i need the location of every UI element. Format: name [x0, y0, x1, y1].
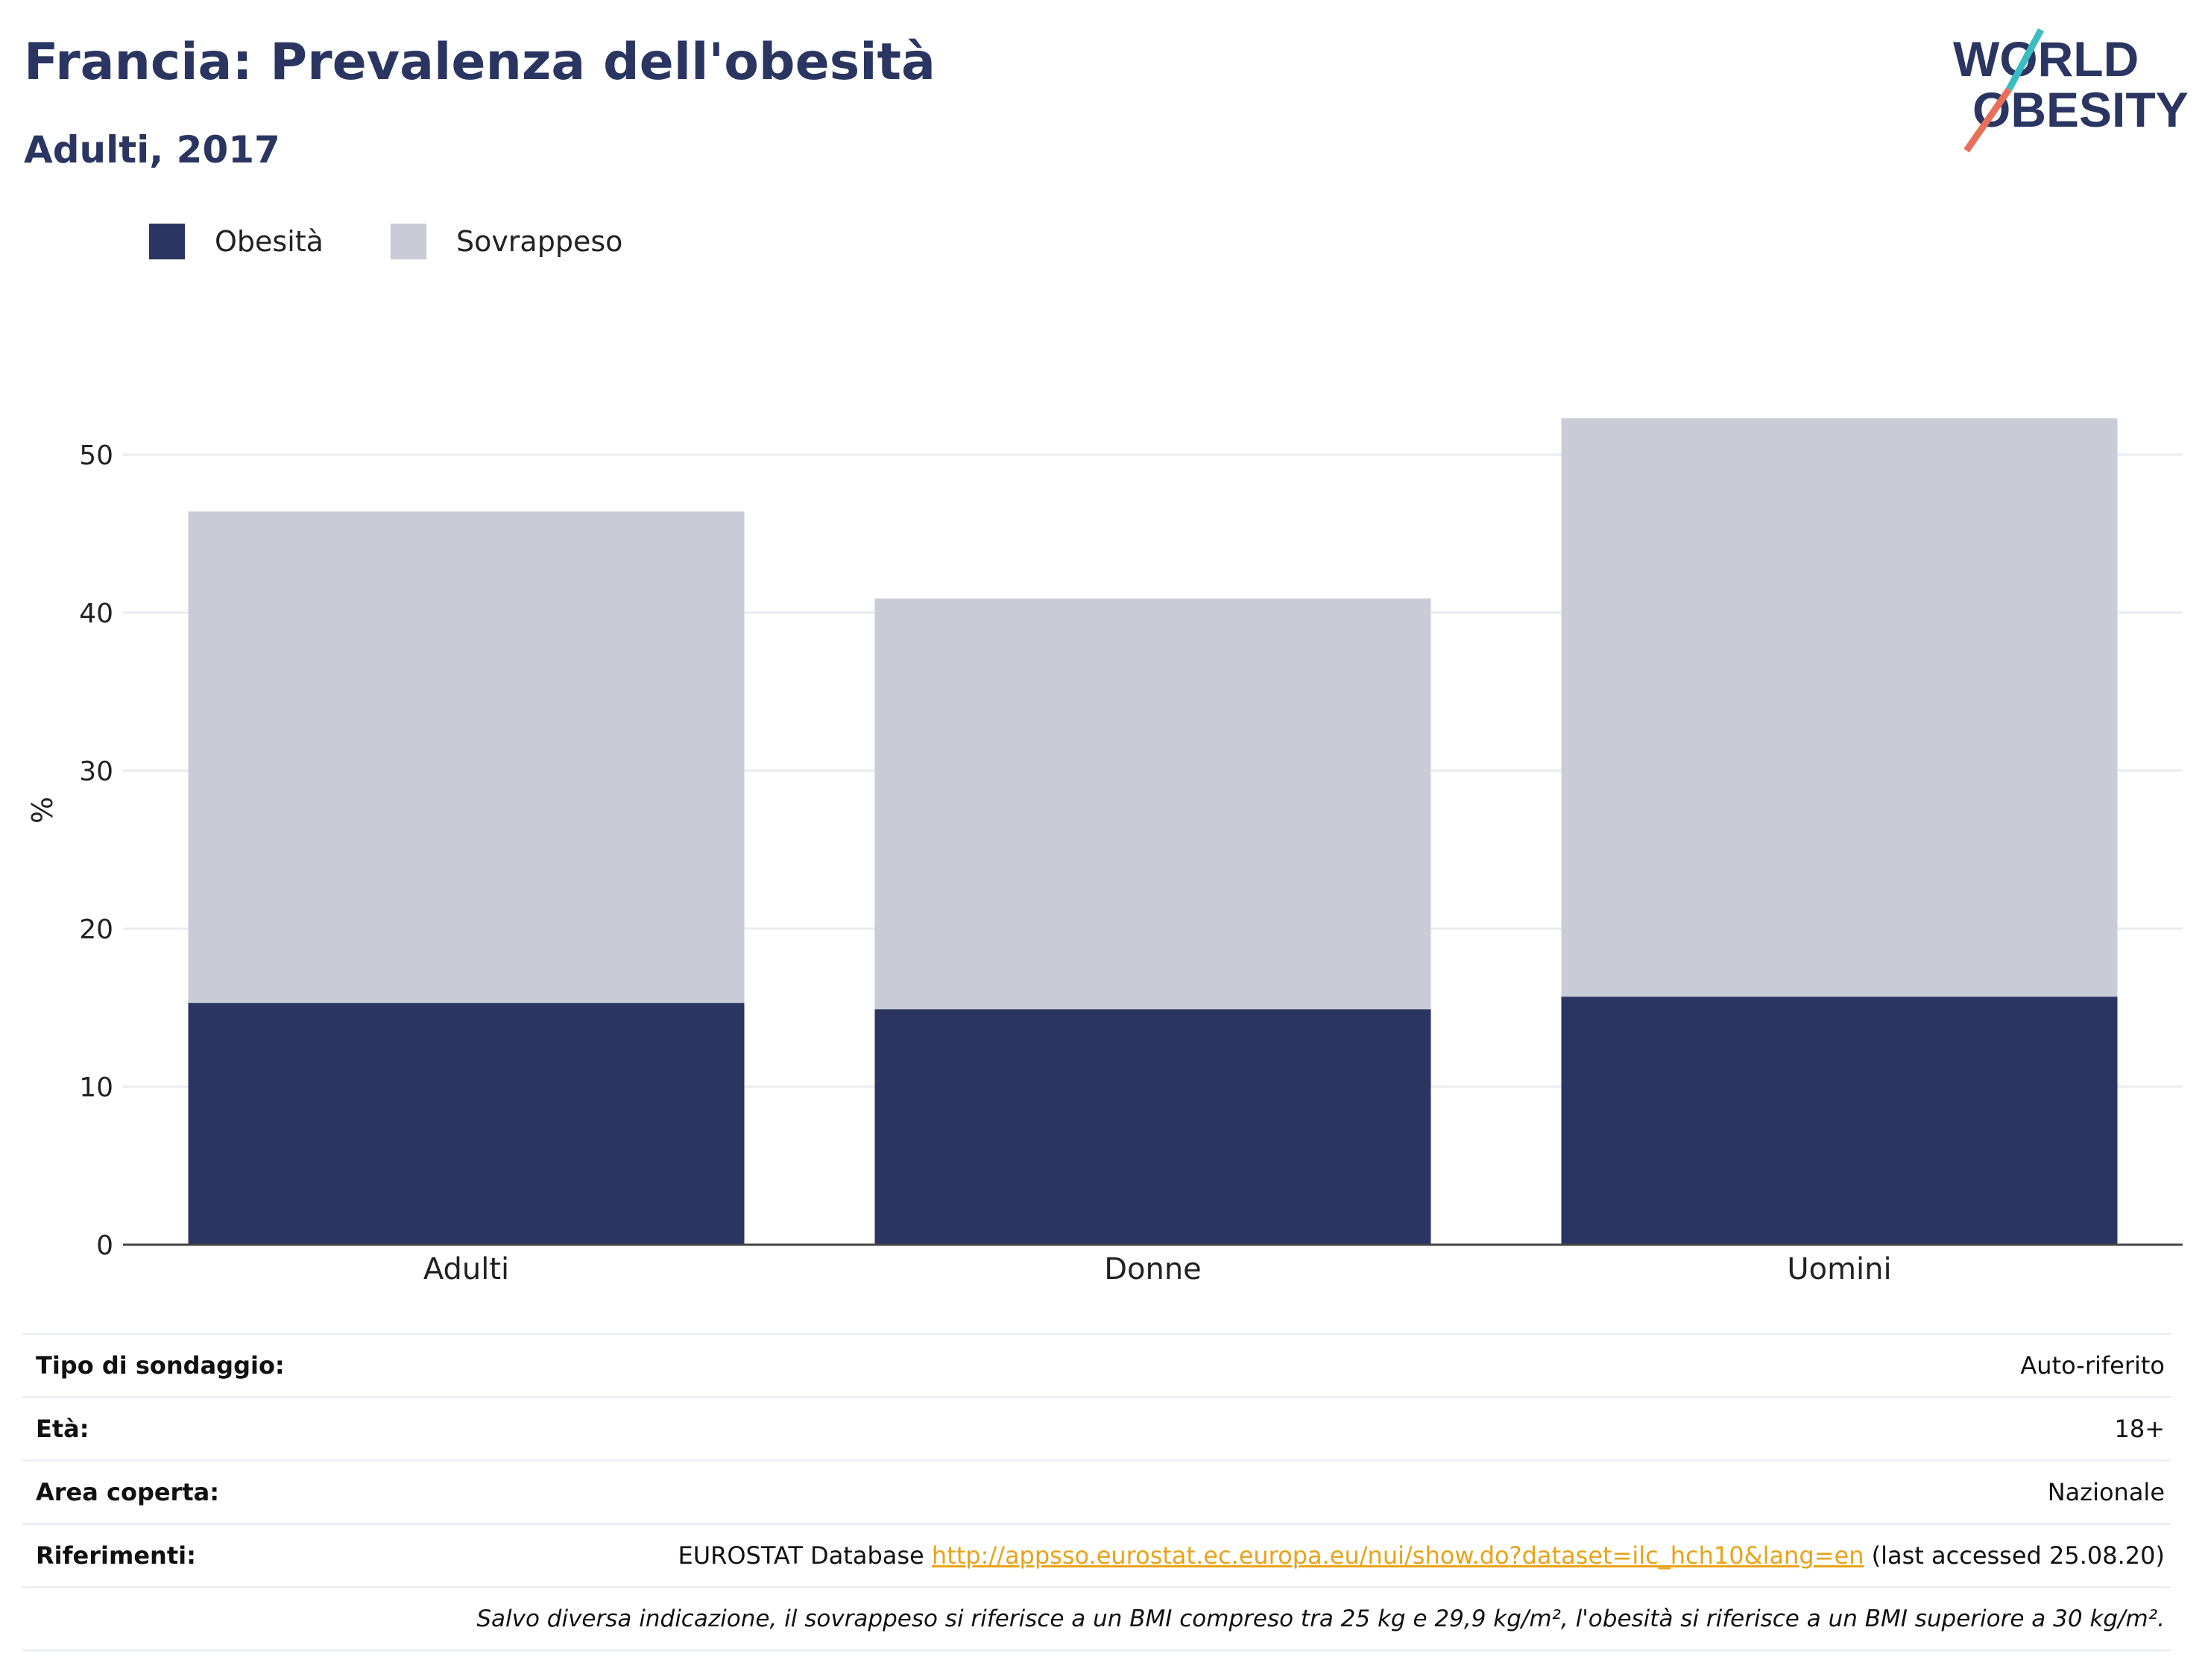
legend-swatch-obesity: [149, 224, 185, 259]
bar-adulti-overweight: [188, 511, 745, 1003]
info-table: Tipo di sondaggio: Auto-riferito Età: 18…: [22, 1333, 2171, 1652]
logo-text-world: WORLD: [1953, 31, 2139, 86]
world-obesity-logo: WORLD OBESITY: [1953, 28, 2189, 153]
stacked-bar-chart: 0 10 20 30 40 50% Adulti Donne Uomini: [26, 418, 2183, 1286]
info-value-coverage: Nazionale: [2047, 1478, 2165, 1506]
legend-label-overweight: Sovrappeso: [455, 225, 623, 258]
info-value-survey-type: Auto-riferito: [2020, 1351, 2165, 1380]
info-label-age: Età:: [36, 1415, 89, 1443]
info-row-age: Età: 18+: [22, 1396, 2171, 1459]
bar-adulti-obesity: [188, 1002, 745, 1245]
info-value-references: EUROSTAT Database http://appsso.eurostat…: [678, 1541, 2171, 1570]
legend-item-obesity[interactable]: Obesità: [149, 224, 324, 259]
info-row-note: Salvo diversa indicazione, il sovrappeso…: [22, 1586, 2171, 1652]
info-row-coverage: Area coperta: Nazionale: [22, 1459, 2171, 1523]
info-row-references: Riferimenti: EUROSTAT Database http://ap…: [22, 1523, 2171, 1586]
legend-label-obesity: Obesità: [215, 225, 324, 258]
y-axis-title: %: [26, 797, 59, 824]
info-value-age: 18+: [2114, 1415, 2165, 1443]
page-title: Francia: Prevalenza dell'obesità: [24, 33, 936, 92]
bar-donne-overweight: [874, 598, 1431, 1010]
reference-accessed: (last accessed 25.08.20): [1871, 1541, 2165, 1570]
y-tick-label-10: 10: [79, 1073, 113, 1103]
legend-item-overweight[interactable]: Sovrappeso: [390, 224, 623, 259]
bar-donne-obesity: [874, 1009, 1431, 1245]
y-tick-label-40: 40: [79, 599, 113, 629]
chart-legend: Obesità Sovrappeso: [149, 222, 690, 261]
bar-uomini-overweight: [1561, 418, 2118, 997]
info-label-references: Riferimenti:: [36, 1541, 196, 1570]
y-tick-label-30: 30: [79, 757, 113, 787]
x-tick-label-donne: Donne: [1104, 1252, 1202, 1286]
y-tick-label-0: 0: [96, 1231, 113, 1261]
bar-uomini-obesity: [1561, 997, 2118, 1245]
info-row-survey-type: Tipo di sondaggio: Auto-riferito: [22, 1333, 2171, 1396]
info-label-coverage: Area coperta:: [36, 1478, 220, 1506]
x-tick-label-uomini: Uomini: [1787, 1252, 1891, 1286]
info-label-survey-type: Tipo di sondaggio:: [36, 1351, 285, 1380]
y-tick-label-20: 20: [79, 915, 113, 945]
page-subtitle: Adulti, 2017: [24, 128, 280, 171]
footnote: Salvo diversa indicazione, il sovrappeso…: [476, 1605, 2165, 1632]
logo-slash-bottom: [1963, 87, 2012, 153]
y-tick-label-50: 50: [79, 440, 113, 471]
x-tick-label-adulti: Adulti: [423, 1252, 509, 1286]
reference-link[interactable]: http://appsso.eurostat.ec.europa.eu/nui/…: [931, 1541, 1864, 1570]
logo-slash-top: [2006, 28, 2044, 92]
legend-swatch-overweight: [390, 224, 426, 259]
reference-source: EUROSTAT Database: [678, 1541, 924, 1570]
